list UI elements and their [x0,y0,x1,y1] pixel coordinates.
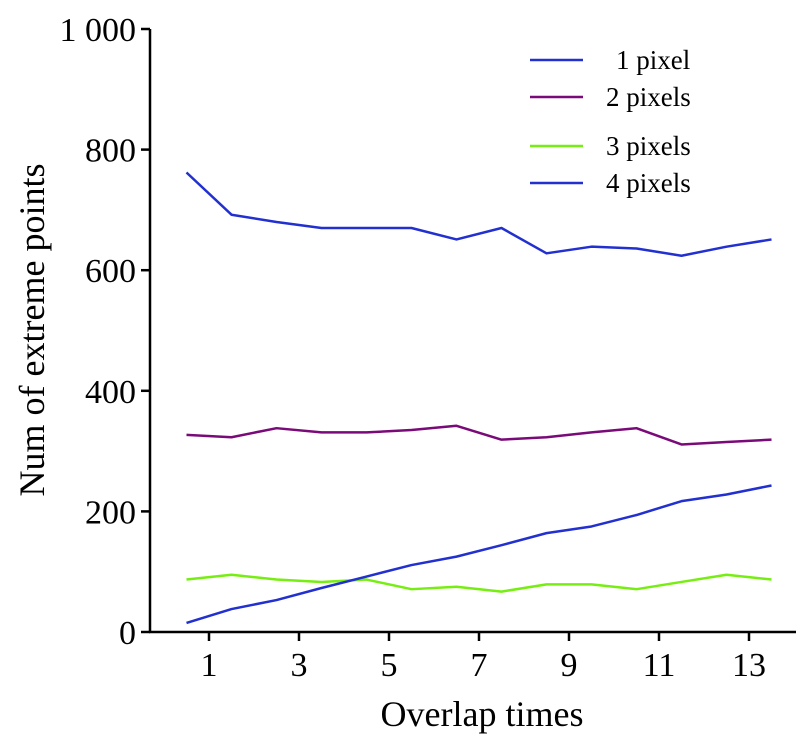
y-ticks: 0 200 400 600 800 1 000 [60,12,150,652]
x-tick-label: 1 [201,647,218,684]
x-tick-label: 5 [381,647,398,684]
x-tick-label: 3 [291,647,308,684]
legend: 1 pixel 2 pixels 3 pixels 4 pixels [530,45,691,198]
x-ticks: 1 3 5 7 9 11 13 [201,632,766,684]
legend-label-1-pixel: 1 pixel [616,45,690,75]
y-axis-title: Num of extreme points [12,164,52,497]
series-line-2-pixels [186,424,772,446]
x-tick-label: 9 [561,647,578,684]
legend-label-2-pixels: 2 pixels [606,82,691,112]
y-tick-label: 800 [85,133,136,170]
y-tick-label: 600 [85,253,136,290]
axes [148,29,796,634]
x-tick-label: 13 [732,647,766,684]
series-line-4-pixels [186,484,772,625]
series-line-1-pixel [185,171,772,257]
x-tick-label: 11 [643,647,676,684]
y-tick-label: 400 [85,374,136,411]
y-tick-label: 0 [119,615,136,652]
x-axis-title: Overlap times [381,694,584,734]
y-tick-label: 200 [85,494,136,531]
legend-label-3-pixels: 3 pixels [606,131,691,161]
legend-label-4-pixels: 4 pixels [606,168,691,198]
x-tick-label: 7 [471,647,488,684]
series-lines [185,171,772,625]
series-line-3-pixels [186,573,772,593]
y-tick-label: 1 000 [60,12,137,49]
